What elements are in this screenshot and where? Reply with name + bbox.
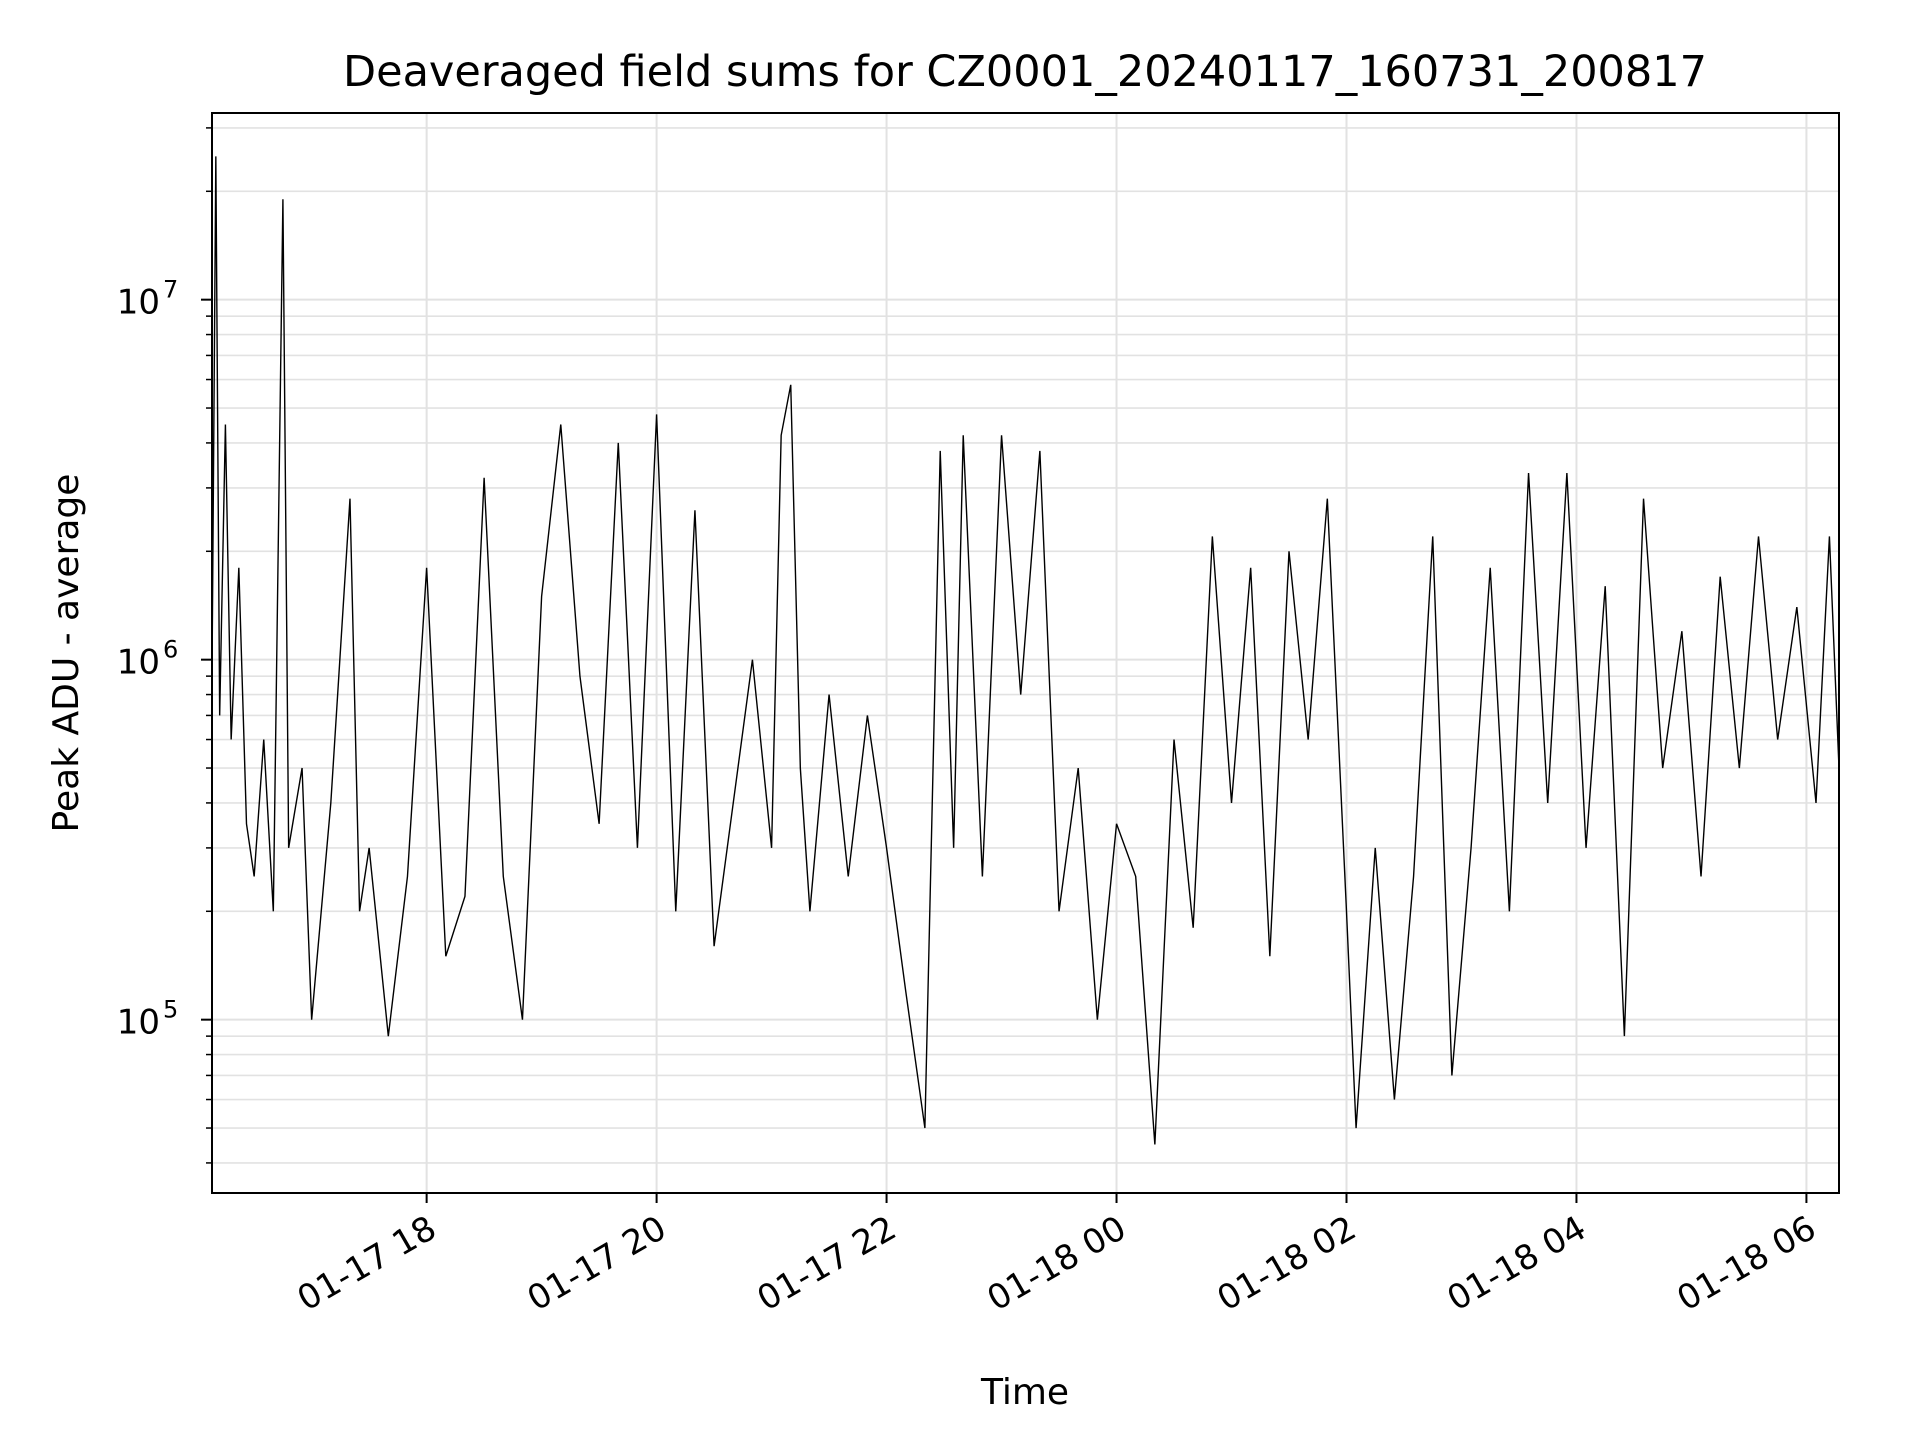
series-line bbox=[211, 156, 1840, 1145]
y-tick-label: 10 bbox=[117, 643, 160, 683]
x-axis-label: Time bbox=[980, 1372, 1069, 1413]
plot-frame bbox=[211, 112, 1840, 1194]
y-tick-label-exponent: 5 bbox=[163, 996, 178, 1024]
y-tick-label: 10 bbox=[117, 1003, 160, 1043]
y-tick-label-exponent: 7 bbox=[163, 276, 178, 304]
grid-lines bbox=[212, 113, 1839, 1193]
chart-title: Deaveraged field sums for CZ0001_2024011… bbox=[343, 47, 1707, 97]
y-tick-label-exponent: 6 bbox=[163, 636, 178, 664]
y-tick-label: 10 bbox=[117, 283, 160, 323]
y-axis-label: Peak ADU - average bbox=[46, 474, 87, 833]
